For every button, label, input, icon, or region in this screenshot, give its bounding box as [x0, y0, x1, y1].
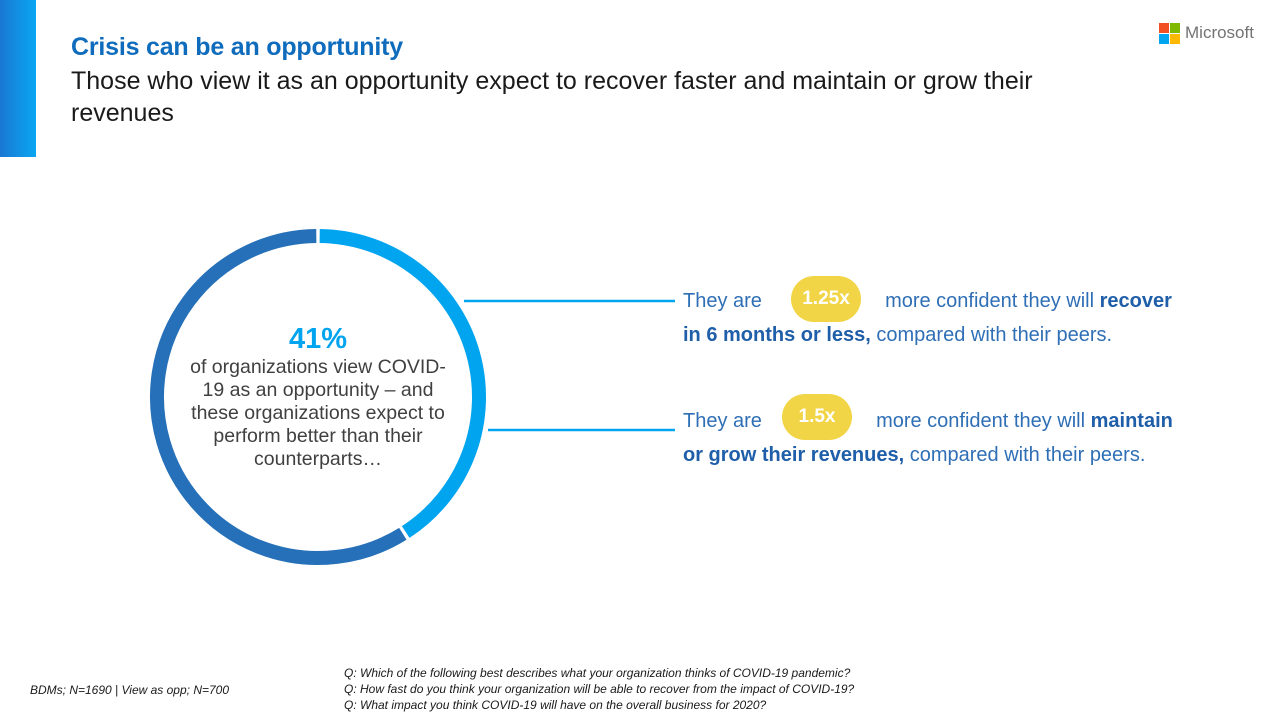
slide-subtitle: Those who view it as an opportunity expe…	[71, 67, 1033, 127]
donut-slice-1	[319, 229, 486, 538]
stat-suffix: compared with their peers.	[909, 444, 1146, 466]
microsoft-logo-icon	[1159, 22, 1180, 44]
stat-middle: more confident they will	[885, 290, 1095, 312]
center-description: of organizations view COVID-19 as an opp…	[190, 356, 446, 470]
stat-bold-a: recover	[1099, 290, 1172, 312]
donut-slice-2	[150, 229, 407, 565]
sample-footnote: BDMs; N=1690 | View as opp; N=700	[30, 683, 230, 697]
stat-bold-a: maintain	[1090, 410, 1173, 432]
questions-footnote: Q: Which of the following best describes…	[344, 665, 854, 713]
stat-prefix: They are	[683, 410, 762, 432]
multiplier-badge: 1.5x	[782, 394, 852, 440]
multiplier-badge: 1.25x	[791, 276, 861, 322]
question-line: Q: Which of the following best describes…	[344, 666, 851, 680]
slide-title: Crisis can be an opportunity	[71, 33, 403, 61]
stat-prefix: They are	[683, 290, 762, 312]
question-line: Q: How fast do you think your organizati…	[344, 682, 855, 696]
stat-bold-b: in 6 months or less,	[683, 324, 871, 346]
logo-text: Microsoft	[1185, 23, 1254, 42]
stat-suffix: compared with their peers.	[876, 324, 1113, 346]
question-line: Q: What impact you think COVID-19 will h…	[344, 698, 767, 712]
donut-center-label: 41% of organizations view COVID-19 as an…	[186, 322, 450, 471]
stat-recover: They are more confident they will recove…	[683, 284, 1243, 352]
microsoft-logo: Microsoft	[1159, 22, 1254, 44]
center-percentage: 41%	[288, 323, 348, 355]
accent-bar	[0, 0, 36, 157]
stat-bold-b: or grow their revenues,	[683, 444, 905, 466]
stat-middle: more confident they will	[876, 410, 1086, 432]
stat-revenue: They are more confident they will mainta…	[683, 404, 1243, 472]
